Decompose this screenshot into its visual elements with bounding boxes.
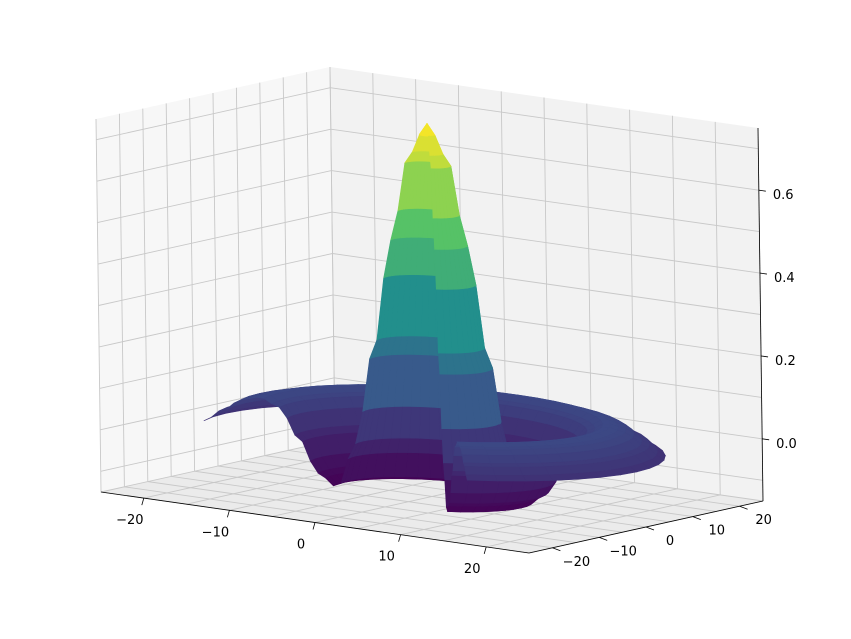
x-tick-label: 10 — [378, 550, 395, 565]
gridline-y — [118, 113, 553, 549]
y-tick-mark — [552, 547, 561, 552]
surface-facet — [420, 335, 430, 356]
gridline-z — [99, 335, 762, 398]
y-tick-label: −20 — [563, 555, 590, 570]
surface-facet — [460, 505, 477, 513]
x-tick-mark — [312, 522, 316, 530]
surface-facet — [518, 466, 550, 476]
surface-facet — [494, 475, 527, 482]
surface-facet — [462, 502, 480, 507]
gridline-y — [142, 108, 576, 544]
surface-facet — [421, 237, 429, 276]
gridline-z — [97, 211, 761, 274]
x-tick-label: 0 — [297, 538, 305, 553]
surface-facet — [482, 446, 511, 451]
surface-facet — [423, 123, 428, 137]
surface-facet — [417, 452, 431, 478]
y-tick-mark — [739, 505, 748, 510]
surface-facet — [487, 454, 517, 464]
axis-ticks: −20 −10 0 10 20 −20 −10 0 10 20 0.0 0.2 0.4 0.6 — [116, 188, 797, 577]
surface-facet — [544, 465, 574, 476]
surface-facet — [460, 448, 489, 456]
surface-facet — [405, 452, 419, 478]
y-tick-mark — [599, 537, 608, 541]
x-tick-label: −10 — [202, 525, 229, 540]
x-tick-mark — [227, 510, 230, 518]
z-tick-label: 0.6 — [773, 188, 794, 203]
surface-facet — [429, 438, 442, 455]
surface-facet — [464, 492, 483, 504]
gridline-y — [282, 77, 717, 512]
x-tick-mark — [141, 497, 145, 506]
surface-facet — [447, 505, 464, 513]
z-tick-label: 0.2 — [775, 354, 796, 369]
surface-facet — [512, 454, 542, 464]
surface-facet — [464, 466, 496, 476]
x-tick-label: −20 — [116, 513, 143, 528]
surface-facet — [522, 474, 554, 482]
y-tick-label: 20 — [755, 513, 772, 528]
surface-facet — [449, 492, 468, 504]
surface-facet — [427, 237, 435, 276]
surface-facet — [428, 336, 438, 356]
surface-facet — [480, 443, 508, 448]
surface-facet — [461, 454, 491, 464]
z-tick-mark — [762, 438, 770, 441]
surface-facet — [427, 208, 434, 239]
y-tick-mark — [692, 516, 701, 520]
surface-mesh — [203, 123, 667, 513]
z-tick-label: 0.4 — [774, 271, 795, 286]
grid-lines — [95, 66, 764, 554]
surface-facet — [428, 354, 439, 409]
gridline-y — [165, 103, 600, 538]
gridline-z — [97, 170, 760, 233]
surface-facet — [421, 274, 430, 337]
gridline-z — [98, 294, 762, 357]
surface-facet — [489, 463, 521, 468]
surface-facet — [418, 438, 430, 454]
surface-facet — [419, 354, 430, 408]
y-tick-mark — [645, 526, 655, 531]
surface-facet — [509, 448, 538, 456]
surface-facet — [429, 453, 443, 479]
surface-facet — [601, 423, 611, 428]
surface-facet — [548, 473, 579, 481]
gridline-z — [98, 253, 761, 315]
y-tick-label: −10 — [609, 544, 636, 559]
surface-facet — [485, 449, 514, 456]
y-tick-label: 0 — [666, 534, 674, 549]
z-tick-label: 0.0 — [776, 437, 797, 452]
gridline-z — [96, 128, 759, 191]
z-tick-mark — [758, 189, 766, 192]
surface-facet — [429, 406, 441, 440]
surface-facet — [492, 466, 524, 476]
surface-facet — [450, 475, 470, 494]
z-tick-mark — [759, 272, 768, 275]
surface-facet — [465, 474, 498, 482]
gridline-z — [96, 87, 759, 150]
gridline-y — [259, 82, 693, 518]
gridline-z — [100, 377, 763, 440]
surface-facet — [419, 406, 430, 440]
surface-facet — [536, 453, 564, 464]
x-tick-mark — [398, 534, 401, 542]
x-tick-mark — [483, 546, 487, 555]
surface-facet — [427, 274, 437, 338]
z-tick-mark — [760, 355, 769, 358]
y-tick-label: 10 — [709, 524, 726, 539]
x-tick-label: 20 — [464, 562, 481, 577]
